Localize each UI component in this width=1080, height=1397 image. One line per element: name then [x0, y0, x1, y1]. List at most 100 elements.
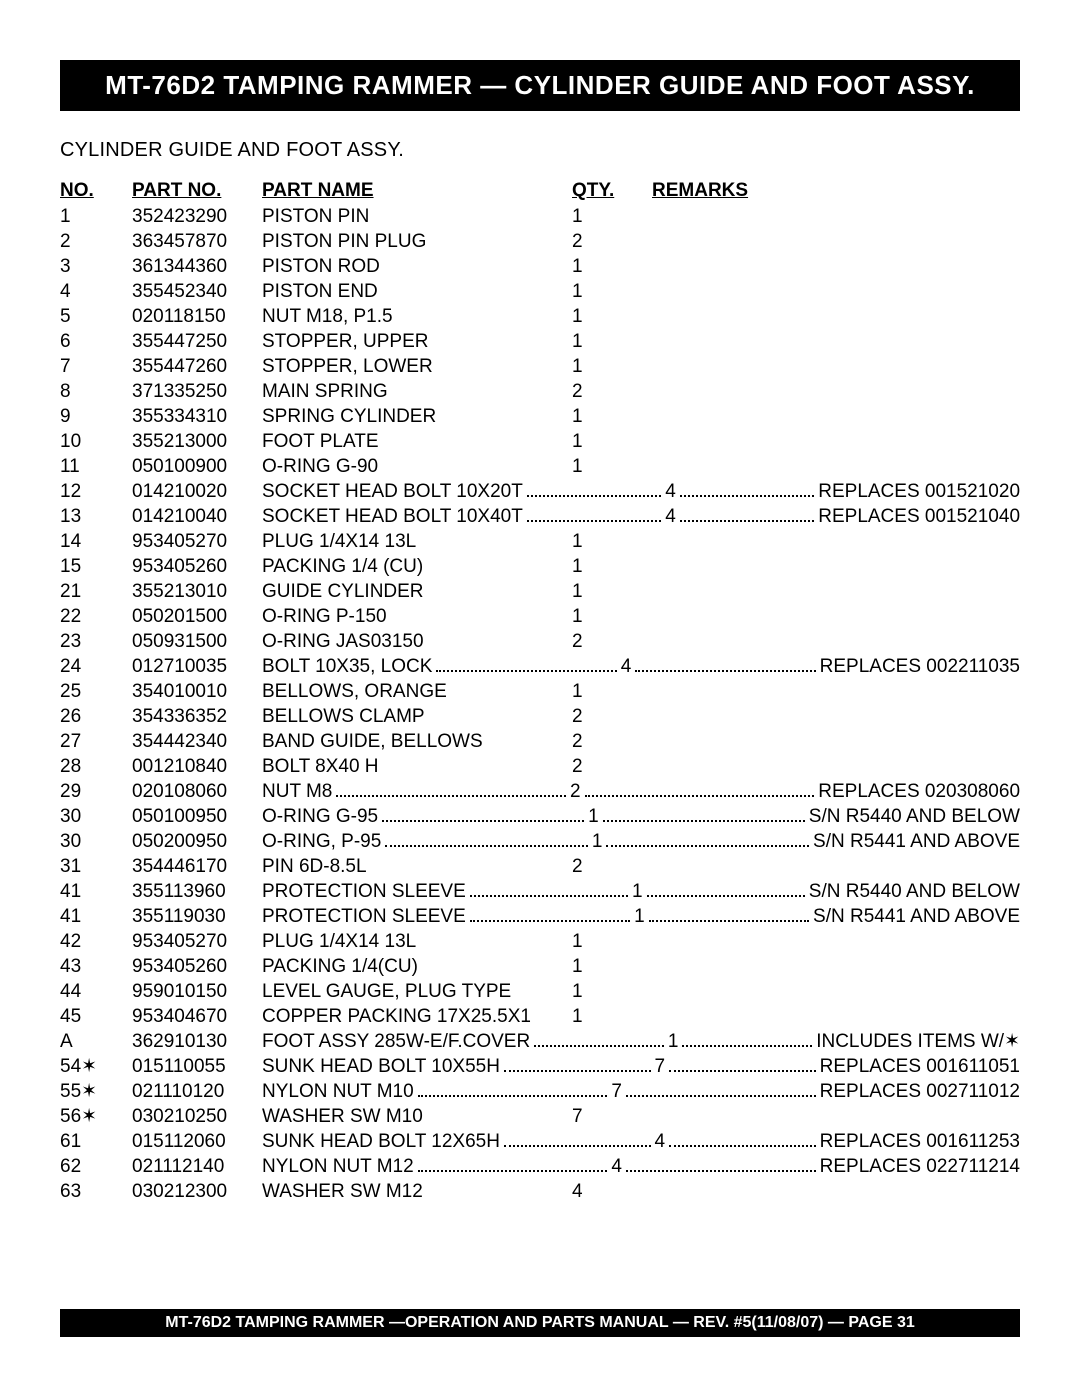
cell-part-no: 355119030 [132, 904, 262, 929]
table-row: 41355119030PROTECTION SLEEVE 1 S/N R5441… [60, 904, 1020, 929]
cell-part-name: NUT M18, P1.5 [262, 304, 572, 329]
dot-leader [436, 670, 616, 672]
cell-part-name: PACKING 1/4 (CU) [262, 554, 572, 579]
cell-qty: 1 [572, 979, 652, 1004]
cell-part-name: STOPPER, LOWER [262, 354, 572, 379]
header-qty: QTY. [572, 180, 652, 202]
cell-remarks: INCLUDES ITEMS W/✶ [816, 1029, 1020, 1054]
dot-leader [504, 1070, 651, 1072]
cell-remarks [652, 254, 1020, 279]
cell-part-no: 021110120 [132, 1079, 262, 1104]
table-row: 45953404670COPPER PACKING 17X25.5X11 [60, 1004, 1020, 1029]
table-row: 6355447250STOPPER, UPPER1 [60, 329, 1020, 354]
cell-no: 26 [60, 704, 132, 729]
cell-part-no: 020108060 [132, 779, 262, 804]
cell-no: 55✶ [60, 1079, 132, 1104]
cell-no: 22 [60, 604, 132, 629]
cell-part-name: FOOT ASSY 285W-E/F.COVER [262, 1029, 530, 1054]
cell-part-no: 354446170 [132, 854, 262, 879]
table-row: 14953405270PLUG 1/4X14 13L1 [60, 529, 1020, 554]
cell-part-no: 355113960 [132, 879, 262, 904]
table-row: 28001210840BOLT 8X40 H2 [60, 754, 1020, 779]
cell-no: 14 [60, 529, 132, 554]
cell-no: 9 [60, 404, 132, 429]
page: MT-76D2 TAMPING RAMMER — CYLINDER GUIDE … [0, 0, 1080, 1397]
cell-qty: 1 [634, 904, 645, 929]
cell-part-name: BOLT 10X35, LOCK [262, 654, 432, 679]
cell-part-name: STOPPER, UPPER [262, 329, 572, 354]
table-row: 30050100950O-RING G-95 1 S/N R5440 AND B… [60, 804, 1020, 829]
cell-no: 44 [60, 979, 132, 1004]
dot-leader [669, 1145, 816, 1147]
cell-qty: 1 [572, 529, 652, 554]
cell-remarks: S/N R5441 AND ABOVE [813, 904, 1020, 929]
dot-leader [418, 1170, 608, 1172]
header-part-no: PART NO. [132, 180, 262, 202]
cell-remarks [652, 954, 1020, 979]
table-row: 23050931500O-RING JAS031502 [60, 629, 1020, 654]
table-row: 11050100900O-RING G-901 [60, 454, 1020, 479]
cell-part-no: 355447260 [132, 354, 262, 379]
cell-no: 2 [60, 229, 132, 254]
table-row: 4355452340PISTON END1 [60, 279, 1020, 304]
cell-part-name: GUIDE CYLINDER [262, 579, 572, 604]
cell-remarks [652, 1004, 1020, 1029]
cell-no: 63 [60, 1179, 132, 1204]
cell-qty: 2 [572, 629, 652, 654]
cell-qty: 1 [572, 679, 652, 704]
cell-qty: 1 [572, 579, 652, 604]
cell-part-no: 355213000 [132, 429, 262, 454]
dot-leader [649, 920, 809, 922]
cell-part-name: PISTON PIN PLUG [262, 229, 572, 254]
cell-no: 62 [60, 1154, 132, 1179]
cell-qty: 1 [572, 1004, 652, 1029]
table-row: 10355213000FOOT PLATE1 [60, 429, 1020, 454]
cell-no: 43 [60, 954, 132, 979]
table-row: 15953405260PACKING 1/4 (CU)1 [60, 554, 1020, 579]
cell-qty: 7 [611, 1079, 622, 1104]
cell-remarks [652, 604, 1020, 629]
dot-leader [626, 1170, 816, 1172]
cell-name-qty-remarks: BOLT 10X35, LOCK 4 REPLACES 002211035 [262, 654, 1020, 679]
dot-leader [626, 1095, 816, 1097]
cell-part-name: O-RING G-90 [262, 454, 572, 479]
page-footer-band: MT-76D2 TAMPING RAMMER —OPERATION AND PA… [60, 1309, 1020, 1337]
cell-remarks: REPLACES 022711214 [820, 1154, 1020, 1179]
cell-qty: 2 [572, 229, 652, 254]
cell-part-no: 030210250 [132, 1104, 262, 1129]
cell-part-no: 030212300 [132, 1179, 262, 1204]
cell-qty: 1 [572, 329, 652, 354]
cell-qty: 1 [572, 354, 652, 379]
cell-no: 5 [60, 304, 132, 329]
cell-part-no: 001210840 [132, 754, 262, 779]
cell-part-name: PLUG 1/4X14 13L [262, 529, 572, 554]
table-row: 24012710035BOLT 10X35, LOCK 4 REPLACES 0… [60, 654, 1020, 679]
table-row: 26354336352BELLOWS CLAMP2 [60, 704, 1020, 729]
cell-name-qty-remarks: SOCKET HEAD BOLT 10X40T 4 REPLACES 00152… [262, 504, 1020, 529]
cell-remarks: REPLACES 001521020 [818, 479, 1020, 504]
cell-part-name: SUNK HEAD BOLT 10X55H [262, 1054, 500, 1079]
cell-qty: 1 [588, 804, 599, 829]
cell-part-name: SOCKET HEAD BOLT 10X40T [262, 504, 523, 529]
table-row: 7355447260STOPPER, LOWER1 [60, 354, 1020, 379]
table-row: 27354442340BAND GUIDE, BELLOWS2 [60, 729, 1020, 754]
cell-remarks [652, 679, 1020, 704]
cell-qty: 1 [632, 879, 643, 904]
cell-part-name: COPPER PACKING 17X25.5X1 [262, 1004, 572, 1029]
cell-name-qty-remarks: O-RING, P-95 1 S/N R5441 AND ABOVE [262, 829, 1020, 854]
cell-part-name: NUT M8 [262, 779, 332, 804]
cell-remarks [652, 404, 1020, 429]
dot-leader [534, 1045, 664, 1047]
cell-name-qty-remarks: NYLON NUT M10 7 REPLACES 002711012 [262, 1079, 1020, 1104]
cell-qty: 4 [665, 504, 676, 529]
header-remarks: REMARKS [652, 180, 1020, 202]
table-row: 41355113960PROTECTION SLEEVE 1 S/N R5440… [60, 879, 1020, 904]
table-row: 62021112140NYLON NUT M12 4 REPLACES 0227… [60, 1154, 1020, 1179]
cell-remarks [652, 379, 1020, 404]
cell-part-no: 050100900 [132, 454, 262, 479]
cell-remarks [652, 354, 1020, 379]
dot-leader [527, 495, 661, 497]
cell-name-qty-remarks: FOOT ASSY 285W-E/F.COVER 1 INCLUDES ITEM… [262, 1029, 1020, 1054]
cell-no: 54✶ [60, 1054, 132, 1079]
cell-name-qty-remarks: SOCKET HEAD BOLT 10X20T 4 REPLACES 00152… [262, 479, 1020, 504]
